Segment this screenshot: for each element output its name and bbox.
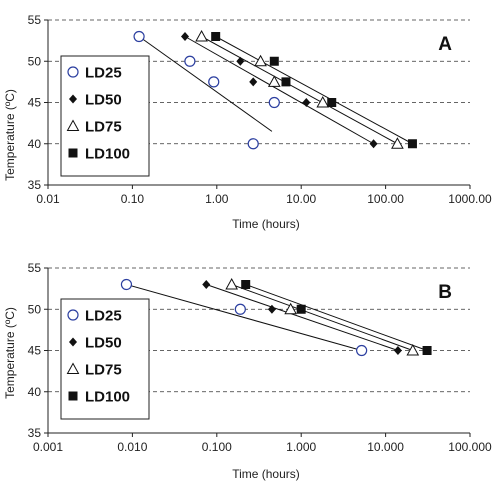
panel-a-y-tick-label: 35 [28, 178, 42, 192]
panel-b-x-tick-label: 0.010 [117, 440, 147, 454]
panel-a-y-tick-label: 40 [28, 137, 42, 151]
panel-a-point-ld100 [269, 56, 279, 66]
panel-b-fit-line-ld75 [231, 284, 413, 351]
panel-b-legend-label-ld50: LD50 [85, 335, 122, 352]
panel-a-point-ld75 [267, 75, 281, 87]
panel-b-y-tick-label: 40 [28, 385, 42, 399]
panel-a-point-ld100 [211, 32, 221, 41]
panel-b-legend-marker-ld50 [69, 337, 77, 347]
panel-a-point-ld50 [236, 56, 245, 66]
panel-a-point-ld50 [181, 32, 190, 41]
panel-a-point-ld50 [369, 139, 378, 149]
panel-a-point-ld25 [268, 96, 280, 109]
panel-a-point-ld25 [208, 76, 220, 88]
panel-a-point-ld100 [327, 98, 337, 107]
panel-a-point-ld25 [133, 30, 145, 43]
panel-a-point-ld75 [254, 54, 267, 67]
panel-a-legend-label-ld25: LD25 [85, 65, 122, 82]
panel-a-point-ld100 [407, 139, 417, 149]
panel-b-y-tick-label: 45 [28, 344, 42, 358]
panel-a-fit-line-ld50 [184, 36, 374, 145]
panel-a-fit-line-ld25 [138, 36, 273, 132]
panel-b-legend-label-ld25: LD25 [85, 308, 122, 325]
panel-b-legend: LD25 LD50 LD75 LD100 [60, 298, 150, 420]
panel-a-fit-line-ld75 [201, 36, 398, 145]
panel-b-point-ld50 [393, 346, 402, 355]
panel-b-y-tick-label: 50 [28, 302, 42, 316]
panel-a-fit-line-ld100 [215, 36, 413, 145]
panel-a-chart: 35 40 45 50 55 0.01 0.10 1.00 10.00 100.00 1000.00… [3, 13, 492, 231]
panel-b-label: B [438, 282, 452, 303]
panel-b-point-ld25 [234, 303, 246, 315]
panel-b-point-ld75 [225, 277, 239, 290]
panel-a-legend-marker-ld25 [67, 66, 79, 78]
panel-b-legend-label-ld100: LD100 [85, 389, 130, 406]
panel-b-legend-label-ld75: LD75 [85, 362, 122, 379]
panel-a-y-tick-label: 50 [28, 54, 42, 68]
panel-a-point-ld50 [249, 77, 258, 87]
panel-a-x-tick-label: 0.01 [36, 192, 60, 206]
panel-b-x-tick-label: 1.000 [286, 440, 316, 454]
panel-a-point-ld25 [247, 138, 259, 150]
panel-a-legend-marker-ld100 [68, 148, 78, 158]
panel-a-plot-area: 35 40 45 50 55 0.01 0.10 1.00 10.00 100.00 1000.00… [28, 13, 492, 206]
panel-b-legend-marker-ld100 [68, 391, 78, 401]
panel-a-y-tick-label: 45 [28, 96, 42, 110]
panel-a-point-ld50 [302, 98, 311, 107]
panel-a-legend-marker-ld50 [69, 94, 77, 104]
panel-b-fit-line-ld25 [126, 284, 362, 351]
panel-b-fit-line-ld100 [245, 284, 428, 351]
panel-b-chart: 35 40 45 50 55 0.001 0.010 0.100 1.000 10.000 100.… [3, 261, 492, 481]
panel-b-y-tick-label: 55 [28, 261, 42, 275]
panel-b-x-tick-label: 10.000 [367, 440, 404, 454]
panel-b-y-axis-label: Temperature (ºC) [3, 307, 17, 399]
panel-b-point-ld75 [406, 343, 420, 356]
panel-b-x-axis-label: Time (hours) [232, 467, 300, 481]
panel-b-plot-area: 35 40 45 50 55 0.001 0.010 0.100 1.000 10.000 100.… [28, 261, 492, 454]
panel-b-y-tick-label: 35 [28, 426, 42, 440]
panel-b-point-ld100 [296, 304, 306, 314]
panel-a-point-ld75 [391, 137, 404, 149]
panel-a-point-ld75 [195, 29, 208, 42]
panel-a-point-ld100 [281, 77, 291, 87]
panel-b-point-ld50 [202, 280, 211, 289]
panel-a-y-tick-label: 55 [28, 13, 42, 27]
panel-a-legend-label-ld75: LD75 [85, 119, 122, 136]
panel-b-fit-line-ld50 [206, 284, 399, 351]
panel-a-y-axis-label: Temperature (ºC) [3, 89, 17, 181]
panel-a-legend: LD25 LD50 LD75 LD100 [60, 55, 150, 177]
panel-a-x-tick-label: 100.00 [367, 192, 404, 206]
panel-a-label: A [438, 34, 452, 55]
panel-a-x-axis-label: Time (hours) [232, 217, 300, 231]
panel-a-point-ld75 [316, 95, 330, 108]
panel-a-x-tick-label: 10.00 [286, 192, 316, 206]
panel-a-legend-label-ld100: LD100 [85, 146, 130, 163]
panel-a-x-tick-label: 1000.00 [448, 192, 492, 206]
panel-b-point-ld100 [422, 346, 432, 355]
panel-a-point-ld25 [184, 55, 196, 67]
panel-b-point-ld25 [356, 344, 368, 357]
panel-b-legend-marker-ld75 [66, 362, 80, 374]
panel-b-x-tick-label: 0.001 [33, 440, 63, 454]
panel-b-legend-marker-ld25 [67, 309, 79, 321]
panel-a-x-tick-label: 0.10 [121, 192, 145, 206]
panel-b-x-tick-label: 0.100 [202, 440, 232, 454]
panel-a-legend-marker-ld75 [66, 119, 80, 131]
panel-b-point-ld75 [284, 302, 298, 315]
panel-b-x-tick-label: 100.000 [448, 440, 492, 454]
panel-b-point-ld50 [267, 304, 276, 314]
panel-a-x-tick-label: 1.00 [205, 192, 229, 206]
panel-b-point-ld25 [120, 278, 133, 291]
panel-b-point-ld100 [241, 280, 251, 289]
panel-a-legend-label-ld50: LD50 [85, 92, 122, 109]
